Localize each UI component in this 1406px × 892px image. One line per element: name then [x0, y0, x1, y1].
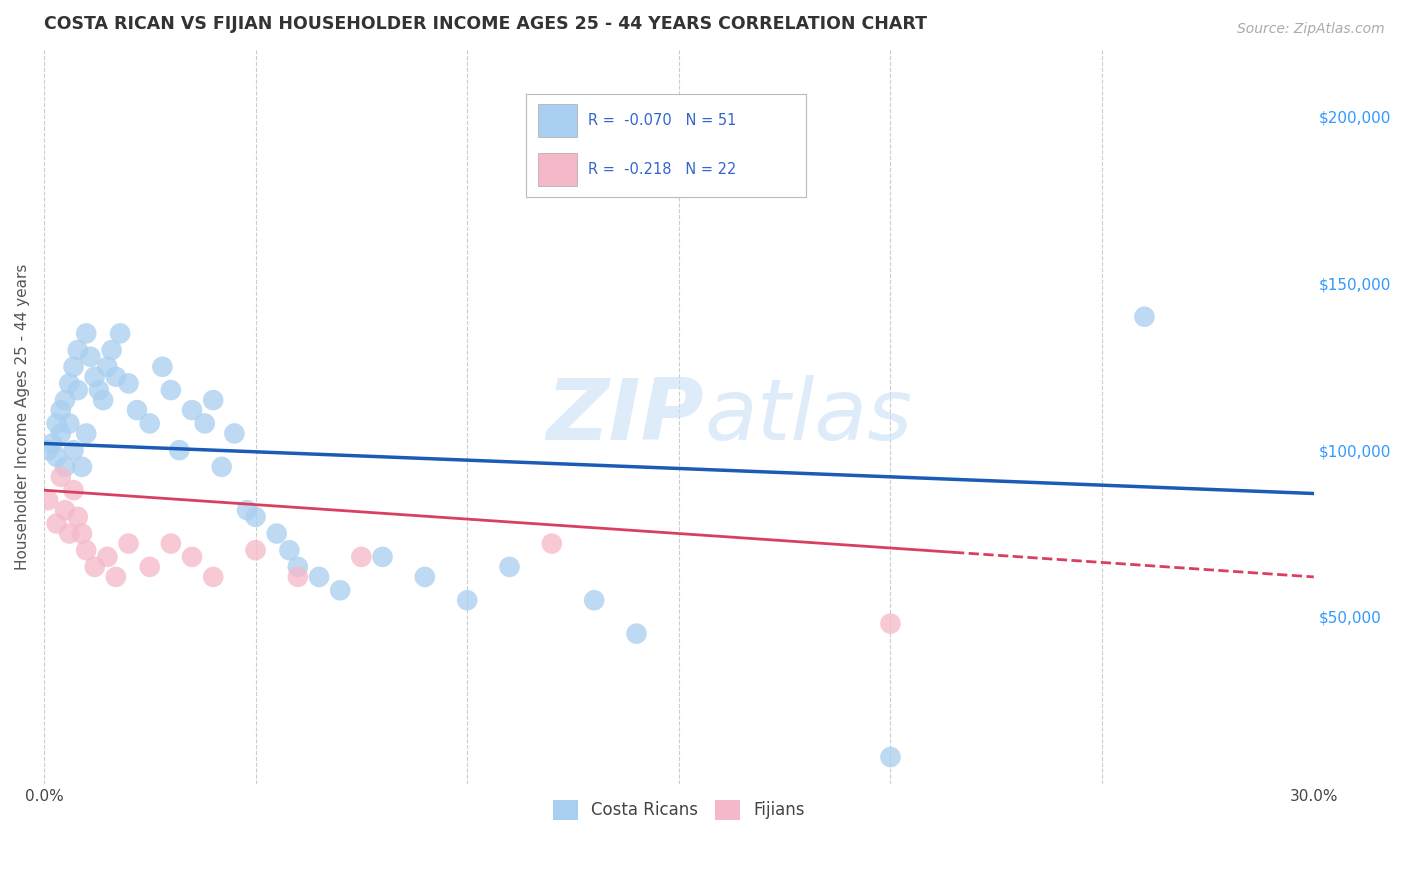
- Point: [37, 493, 59, 508]
- Point: [540, 536, 562, 550]
- Point: [75, 426, 97, 441]
- Point: [49, 470, 72, 484]
- Point: [96, 359, 118, 374]
- Point: [66, 509, 89, 524]
- Point: [160, 536, 183, 550]
- Point: [456, 593, 478, 607]
- Point: [169, 443, 191, 458]
- Point: [160, 383, 183, 397]
- Point: [266, 526, 288, 541]
- Point: [224, 426, 246, 441]
- Point: [79, 350, 101, 364]
- Y-axis label: Householder Income Ages 25 - 44 years: Householder Income Ages 25 - 44 years: [15, 264, 30, 570]
- Point: [83, 560, 105, 574]
- Point: [41, 436, 63, 450]
- Point: [104, 570, 127, 584]
- Point: [125, 403, 148, 417]
- Point: [58, 376, 80, 391]
- Point: [104, 369, 127, 384]
- Point: [879, 616, 901, 631]
- Point: [117, 376, 139, 391]
- Point: [75, 326, 97, 341]
- Point: [45, 516, 67, 531]
- Point: [498, 560, 520, 574]
- Point: [75, 543, 97, 558]
- Point: [308, 570, 330, 584]
- Point: [66, 383, 89, 397]
- Point: [117, 536, 139, 550]
- Point: [202, 570, 225, 584]
- Point: [583, 593, 606, 607]
- Point: [53, 459, 76, 474]
- Point: [879, 750, 901, 764]
- Text: COSTA RICAN VS FIJIAN HOUSEHOLDER INCOME AGES 25 - 44 YEARS CORRELATION CHART: COSTA RICAN VS FIJIAN HOUSEHOLDER INCOME…: [44, 15, 927, 33]
- Point: [152, 359, 174, 374]
- Point: [626, 626, 648, 640]
- Point: [138, 560, 160, 574]
- Point: [91, 393, 114, 408]
- Point: [287, 570, 309, 584]
- Point: [245, 543, 267, 558]
- Text: ZIP: ZIP: [547, 376, 704, 458]
- Text: Source: ZipAtlas.com: Source: ZipAtlas.com: [1237, 22, 1385, 37]
- Point: [96, 549, 118, 564]
- Point: [100, 343, 122, 357]
- Point: [45, 450, 67, 464]
- Point: [87, 383, 110, 397]
- Text: atlas: atlas: [704, 376, 912, 458]
- Point: [1133, 310, 1156, 324]
- Legend: Costa Ricans, Fijians: Costa Ricans, Fijians: [547, 793, 811, 827]
- Point: [58, 526, 80, 541]
- Point: [62, 443, 84, 458]
- Point: [37, 443, 59, 458]
- Point: [350, 549, 373, 564]
- Point: [70, 526, 93, 541]
- Point: [49, 403, 72, 417]
- Point: [181, 403, 204, 417]
- Point: [83, 369, 105, 384]
- Point: [58, 417, 80, 431]
- Point: [371, 549, 394, 564]
- Point: [287, 560, 309, 574]
- Point: [108, 326, 131, 341]
- Point: [70, 459, 93, 474]
- Point: [62, 359, 84, 374]
- Point: [62, 483, 84, 498]
- Point: [278, 543, 301, 558]
- Point: [329, 583, 352, 598]
- Point: [138, 417, 160, 431]
- Point: [45, 417, 67, 431]
- Point: [66, 343, 89, 357]
- Point: [181, 549, 204, 564]
- Point: [49, 426, 72, 441]
- Point: [413, 570, 436, 584]
- Point: [53, 503, 76, 517]
- Point: [53, 393, 76, 408]
- Point: [211, 459, 233, 474]
- Point: [236, 503, 259, 517]
- Point: [194, 417, 217, 431]
- Point: [245, 509, 267, 524]
- Point: [202, 393, 225, 408]
